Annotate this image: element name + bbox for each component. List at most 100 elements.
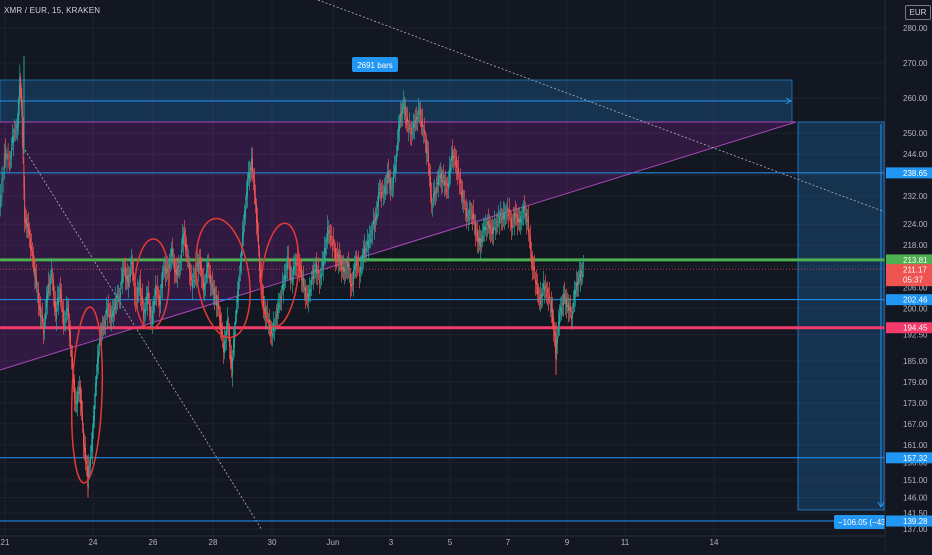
candle-body <box>247 178 248 196</box>
candle-body <box>189 263 190 274</box>
candle-body <box>175 269 176 273</box>
candle-body <box>401 112 402 117</box>
candle-body <box>333 238 334 243</box>
candle-body <box>245 207 246 218</box>
candle-body <box>517 214 518 223</box>
candle-body <box>315 269 316 272</box>
annotation-ellipse[interactable] <box>69 306 105 484</box>
candle-body <box>418 109 419 115</box>
price-label-box-blue <box>886 294 932 306</box>
candle-body <box>184 230 185 237</box>
candle-body <box>349 274 350 275</box>
candle-body <box>477 230 478 242</box>
candle-body <box>489 223 490 229</box>
candle-body <box>437 182 438 185</box>
candle-body <box>432 203 433 205</box>
candle-body <box>121 279 122 285</box>
candle-body <box>55 301 56 313</box>
candle-body <box>138 289 139 291</box>
candle-body <box>51 269 52 277</box>
candle-body <box>170 259 171 264</box>
candle-body <box>430 175 431 194</box>
candle-body <box>554 331 555 336</box>
annotation-ellipse[interactable] <box>257 221 304 328</box>
candle-body <box>60 288 61 301</box>
candle-body <box>466 208 467 218</box>
candle-body <box>242 232 243 248</box>
candle-body <box>171 248 172 257</box>
grid <box>0 0 885 536</box>
candle-body <box>292 276 293 282</box>
candle-body <box>561 308 562 315</box>
candle-body <box>177 266 178 276</box>
candle-body <box>186 243 187 251</box>
candle-body <box>496 221 497 223</box>
candle-body <box>178 265 179 268</box>
candle-body <box>297 257 298 262</box>
price-label-box-blue <box>886 167 932 179</box>
candle-body <box>528 216 529 234</box>
candle-body <box>574 290 575 302</box>
candle-body <box>380 187 381 190</box>
candle-body <box>537 285 538 295</box>
candle-body <box>169 264 170 268</box>
candle-body <box>575 289 576 295</box>
candle-body <box>296 262 297 266</box>
candle-body <box>149 303 150 311</box>
candle-body <box>348 262 349 270</box>
candle-body <box>305 287 306 298</box>
candle-body <box>17 123 18 131</box>
candle-body <box>225 340 226 342</box>
candle-body <box>127 275 128 283</box>
candle-body <box>324 248 325 259</box>
annotation-ellipse[interactable] <box>133 238 170 330</box>
candle-body <box>440 173 441 180</box>
candle-body <box>21 109 23 137</box>
candle-body <box>108 304 109 308</box>
candle-body <box>312 277 313 279</box>
candle-body <box>88 466 89 481</box>
candle-body <box>112 311 113 317</box>
candle-body <box>482 235 483 242</box>
candle-body <box>72 356 73 369</box>
candle-body <box>195 272 196 274</box>
candle-body <box>232 357 233 375</box>
candle-body <box>474 223 475 225</box>
measure-box[interactable] <box>797 121 885 511</box>
candle-body <box>262 289 263 294</box>
candle-body <box>364 246 365 255</box>
candle-body <box>187 254 188 257</box>
candle-body <box>419 113 420 115</box>
candle-body <box>116 301 117 303</box>
candle-body <box>513 217 514 219</box>
candle-body <box>7 153 9 159</box>
price-label-blue: 139.28 <box>903 517 928 526</box>
candle-body <box>131 258 132 265</box>
candle-body <box>233 339 234 354</box>
currency-button[interactable]: EUR <box>905 5 931 20</box>
trend-line-steep <box>24 149 263 531</box>
time-axis[interactable] <box>0 536 885 550</box>
price-tick-label: 206.00 <box>903 283 928 292</box>
candle-body <box>289 266 290 269</box>
candle-body <box>375 216 376 222</box>
candle-body <box>446 189 447 192</box>
candle-body <box>311 278 312 285</box>
candle-body <box>181 249 182 262</box>
candle-body <box>434 190 435 197</box>
candle-body <box>443 176 444 179</box>
candle-body <box>374 220 375 229</box>
candle-body <box>283 283 284 292</box>
candle-body <box>527 219 528 221</box>
price-tick-label: 141.50 <box>903 509 928 518</box>
candle-body <box>576 282 577 291</box>
price-label-green: 213.81 <box>903 256 928 265</box>
candle-body <box>206 270 207 279</box>
candle-body <box>49 284 50 287</box>
candle-body <box>533 267 534 270</box>
candle-body <box>212 283 213 290</box>
candle-body <box>40 305 41 318</box>
annotation-ellipse[interactable] <box>189 215 257 341</box>
